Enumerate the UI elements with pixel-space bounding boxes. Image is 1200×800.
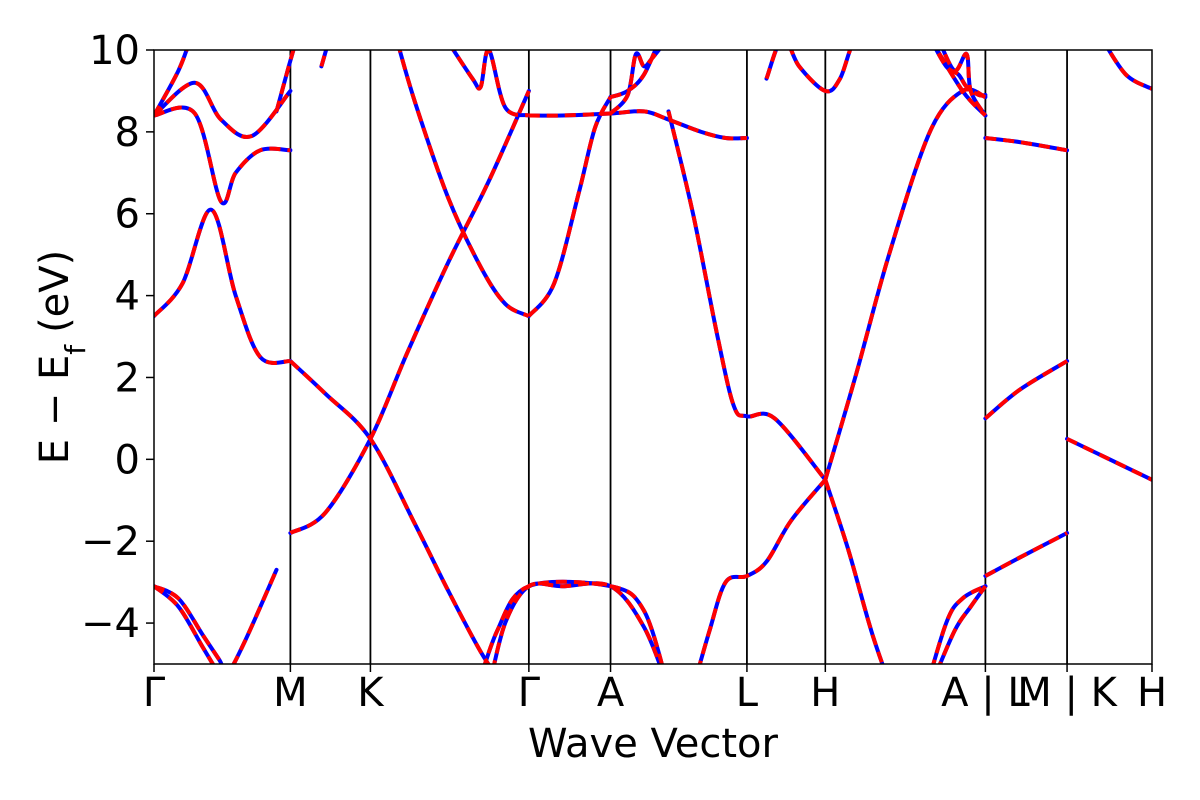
band-26 xyxy=(941,50,988,117)
y-tick-label: 8 xyxy=(115,110,140,156)
x-tick-label: M xyxy=(273,670,308,716)
y-axis-label-subscript: f xyxy=(59,344,92,355)
band-24 xyxy=(937,585,988,664)
band-21 xyxy=(823,87,987,481)
x-tick-label: Γ xyxy=(518,670,541,716)
band-underlay-14 xyxy=(608,50,658,100)
x-tick-label: H xyxy=(810,670,840,716)
band-9 xyxy=(319,50,329,67)
band-32 xyxy=(1106,50,1152,91)
high-symmetry-lines xyxy=(289,50,1068,664)
band-2 xyxy=(289,90,531,535)
band-0 xyxy=(154,207,291,365)
y-tick-label: 2 xyxy=(115,355,140,401)
band-19 xyxy=(666,110,827,482)
band-underlay-32 xyxy=(1106,50,1152,91)
band-29 xyxy=(984,359,1069,420)
x-tick-label: A xyxy=(597,670,625,716)
band-5 xyxy=(154,105,291,206)
y-axis-ticks: −4 −2 0 2 4 6 8 10 xyxy=(81,28,154,647)
band-22 xyxy=(823,479,885,664)
band-8 xyxy=(274,50,296,112)
band-underlay-21 xyxy=(823,87,988,482)
band-30 xyxy=(984,531,1068,578)
band-underlay-2 xyxy=(288,88,531,536)
plot-frame xyxy=(153,49,1153,665)
bands-overlay xyxy=(154,50,1152,664)
band-3 xyxy=(154,569,279,664)
band-27 xyxy=(934,50,987,117)
x-axis-label: Wave Vector xyxy=(528,721,779,767)
y-axis-label-main: E − E xyxy=(32,355,78,465)
band-13 xyxy=(528,109,747,141)
y-axis-label-unit: (eV) xyxy=(32,250,78,333)
y-tick-label: 4 xyxy=(115,274,140,320)
band-28 xyxy=(985,136,1068,153)
band-6 xyxy=(154,80,292,139)
band-underlay-1 xyxy=(288,359,491,664)
y-tick-label: 10 xyxy=(89,28,140,74)
x-tick-label: Γ xyxy=(143,670,166,716)
x-tick-label: A | L xyxy=(941,670,1030,716)
band-12 xyxy=(527,96,613,318)
y-tick-label: −4 xyxy=(81,601,140,647)
band-17 xyxy=(482,579,664,664)
band-underlay-15 xyxy=(608,50,662,116)
band-4 xyxy=(154,584,216,664)
band-underlay-29 xyxy=(983,359,1070,421)
band-underlay-10 xyxy=(397,50,531,319)
y-tick-label: −2 xyxy=(81,519,140,565)
band-underlay-18 xyxy=(697,477,828,664)
band-14 xyxy=(609,50,658,99)
band-10 xyxy=(397,50,530,318)
y-axis-label: E − Ef (eV) xyxy=(32,250,92,465)
band-18 xyxy=(697,478,827,664)
x-tick-label: H xyxy=(1137,670,1167,716)
band-1 xyxy=(289,359,491,664)
band-15 xyxy=(609,50,662,115)
band-20 xyxy=(764,50,853,94)
band-16 xyxy=(492,581,662,664)
x-tick-label: K xyxy=(357,670,385,716)
y-tick-label: 6 xyxy=(115,192,140,238)
band-31 xyxy=(1066,437,1152,482)
band-23 xyxy=(931,584,987,664)
bands-underlay xyxy=(154,50,1152,664)
band-underlay-12 xyxy=(526,95,613,319)
x-tick-label: L xyxy=(736,670,759,716)
x-tick-label: M | K xyxy=(1017,670,1118,716)
y-tick-label: 0 xyxy=(115,437,140,483)
band-11 xyxy=(450,50,530,118)
x-axis-ticks: Γ M K Γ A L H A | LM | K H xyxy=(143,664,1167,716)
band-underlay-20 xyxy=(764,50,853,94)
band-25 xyxy=(934,50,986,98)
band-underlay-7 xyxy=(154,50,189,118)
band-underlay-17 xyxy=(482,579,664,664)
